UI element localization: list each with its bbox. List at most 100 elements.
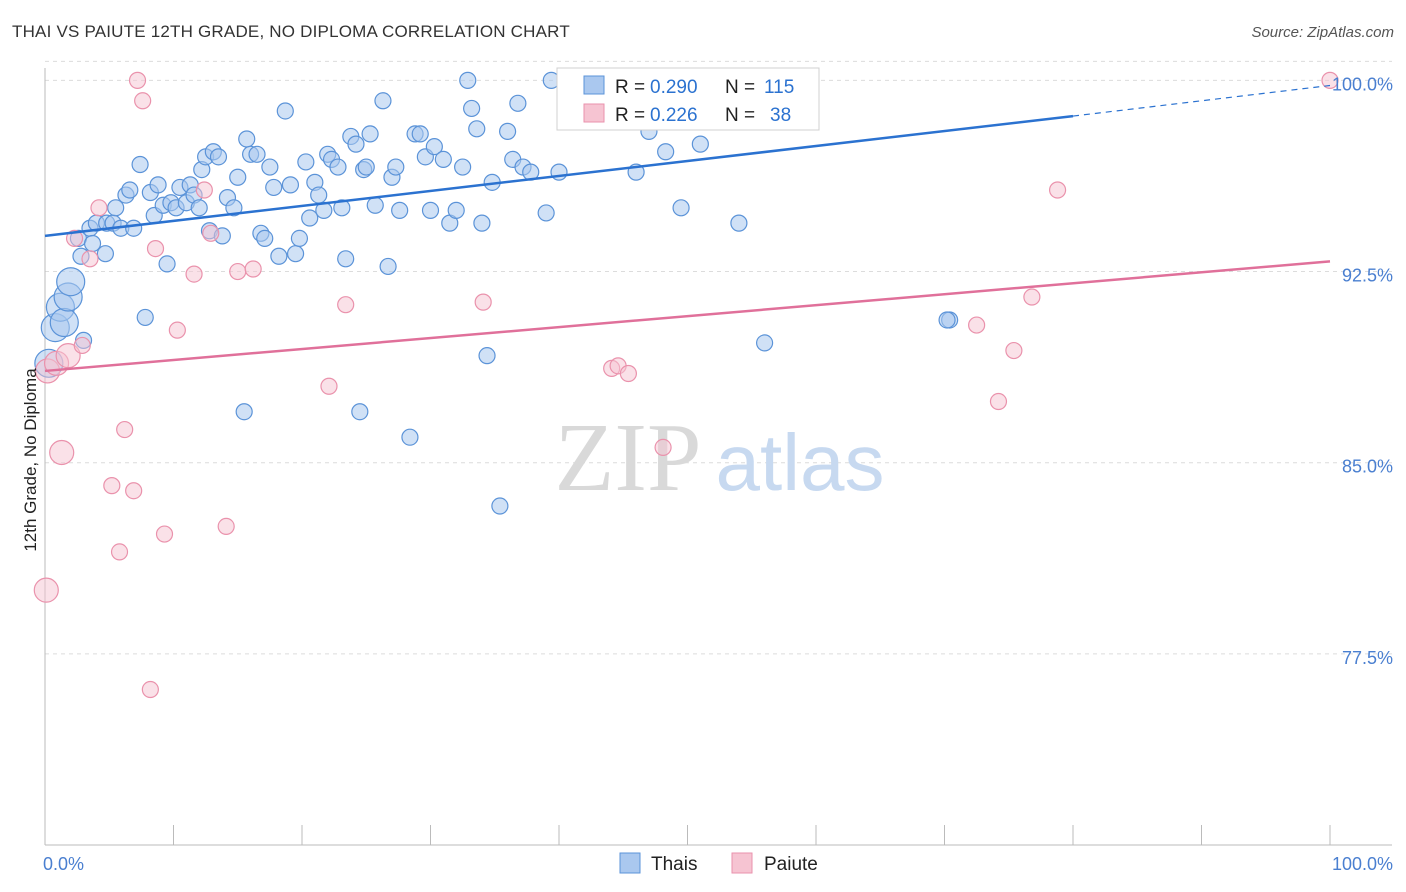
paiute-point: [128, 71, 147, 89]
thais-point: [96, 245, 114, 263]
legend-paiute-label: Paiute: [764, 854, 818, 875]
thais-point: [463, 99, 481, 118]
thais-trend-line: [44, 114, 1074, 238]
watermark-zip: ZIP: [555, 404, 702, 512]
thais-point: [499, 122, 517, 140]
y-tick-label: 100.0%: [1332, 74, 1393, 94]
thais-point: [366, 196, 384, 214]
paiute-r-value: 0.226: [650, 105, 698, 126]
thais-point: [333, 199, 351, 217]
legend-thais-swatch: [619, 852, 641, 874]
paiute-r-label: R =: [615, 105, 645, 126]
paiute-points: [33, 71, 1339, 699]
paiute-point: [968, 316, 986, 334]
thais-point: [509, 94, 527, 112]
paiute-point: [155, 525, 174, 543]
thais-point: [229, 168, 247, 186]
thais-point: [473, 214, 491, 232]
thais-point: [447, 201, 465, 219]
thais-point: [351, 403, 369, 421]
paiute-point: [185, 265, 203, 283]
paiute-point: [474, 293, 492, 311]
thais-point: [190, 199, 208, 217]
thais-point: [56, 267, 86, 297]
thais-point: [286, 245, 305, 263]
paiute-n-value: 38: [770, 105, 791, 126]
y-axis-title: 12th Grade, No Diploma: [21, 368, 40, 552]
thais-point: [149, 176, 167, 194]
y-tick-label: 77.5%: [1342, 648, 1393, 668]
thais-point: [158, 255, 176, 273]
thais-point: [121, 181, 139, 199]
thais-point: [491, 497, 509, 515]
thais-point: [297, 153, 315, 171]
thais-point: [691, 135, 709, 153]
thais-point: [657, 143, 675, 161]
thais-point: [329, 158, 347, 176]
paiute-point: [81, 250, 99, 268]
paiute-n-label: N =: [725, 105, 755, 126]
thais-trend-extension: [1072, 84, 1331, 117]
chart-title: THAI VS PAIUTE 12TH GRADE, NO DIPLOMA CO…: [12, 22, 570, 41]
paiute-point: [141, 680, 159, 699]
thais-point: [454, 158, 472, 176]
x-tick-label: 100.0%: [1332, 854, 1393, 874]
paiute-point: [55, 343, 81, 369]
thais-point: [730, 214, 748, 232]
paiute-point: [49, 439, 75, 466]
thais-point: [276, 102, 294, 120]
paiute-point: [65, 229, 84, 248]
paiute-point: [229, 262, 247, 281]
thais-n-value: 115: [764, 77, 794, 98]
thais-point: [225, 199, 243, 217]
thais-point: [374, 92, 392, 110]
thais-point: [310, 186, 328, 204]
thais-point: [459, 71, 477, 89]
stats-legend: R = 0.290 N = 115 R = 0.226 N = 38: [556, 67, 820, 131]
thais-point: [281, 176, 300, 194]
paiute-point: [989, 392, 1008, 411]
bottom-legend: Thais Paiute: [619, 852, 818, 875]
thais-point: [478, 347, 496, 365]
thais-r-value: 0.290: [650, 77, 698, 98]
thais-point: [337, 250, 355, 268]
axes: [44, 68, 1392, 846]
thais-point: [379, 257, 397, 276]
thais-r-label: R =: [615, 77, 645, 98]
trend-lines: [44, 84, 1331, 373]
thais-point: [131, 155, 149, 174]
paiute-point: [116, 420, 134, 439]
paiute-point: [168, 321, 186, 339]
thais-point: [238, 130, 256, 148]
watermark: ZIP atlas: [555, 404, 885, 512]
paiute-point: [619, 364, 637, 383]
thais-point: [107, 199, 125, 217]
paiute-point: [134, 92, 152, 110]
paiute-point: [1048, 181, 1067, 199]
thais-point: [401, 428, 419, 446]
paiute-point: [1005, 341, 1023, 360]
paiute-point: [33, 577, 59, 603]
paiute-point: [202, 224, 220, 242]
thais-point: [672, 199, 690, 217]
thais-point: [537, 204, 555, 222]
thais-point: [361, 125, 379, 143]
legend-thais-label: Thais: [651, 854, 697, 875]
thais-point: [411, 125, 429, 143]
thais-point: [301, 209, 319, 227]
paiute-point: [217, 517, 235, 536]
legend-paiute-swatch: [731, 852, 753, 874]
thais-point: [755, 334, 774, 352]
thais-legend-swatch: [583, 75, 605, 95]
paiute-point: [125, 482, 143, 500]
tick-labels: 77.5% 85.0% 92.5% 100.0% 0.0% 100.0%: [43, 74, 1393, 874]
thais-point: [347, 135, 365, 153]
thais-point: [938, 311, 956, 329]
thais-point: [391, 201, 409, 219]
watermark-atlas: atlas: [716, 418, 885, 507]
thais-point: [248, 145, 266, 163]
paiute-point: [244, 260, 262, 278]
y-tick-label: 85.0%: [1342, 457, 1393, 477]
thais-n-label: N =: [725, 77, 755, 98]
